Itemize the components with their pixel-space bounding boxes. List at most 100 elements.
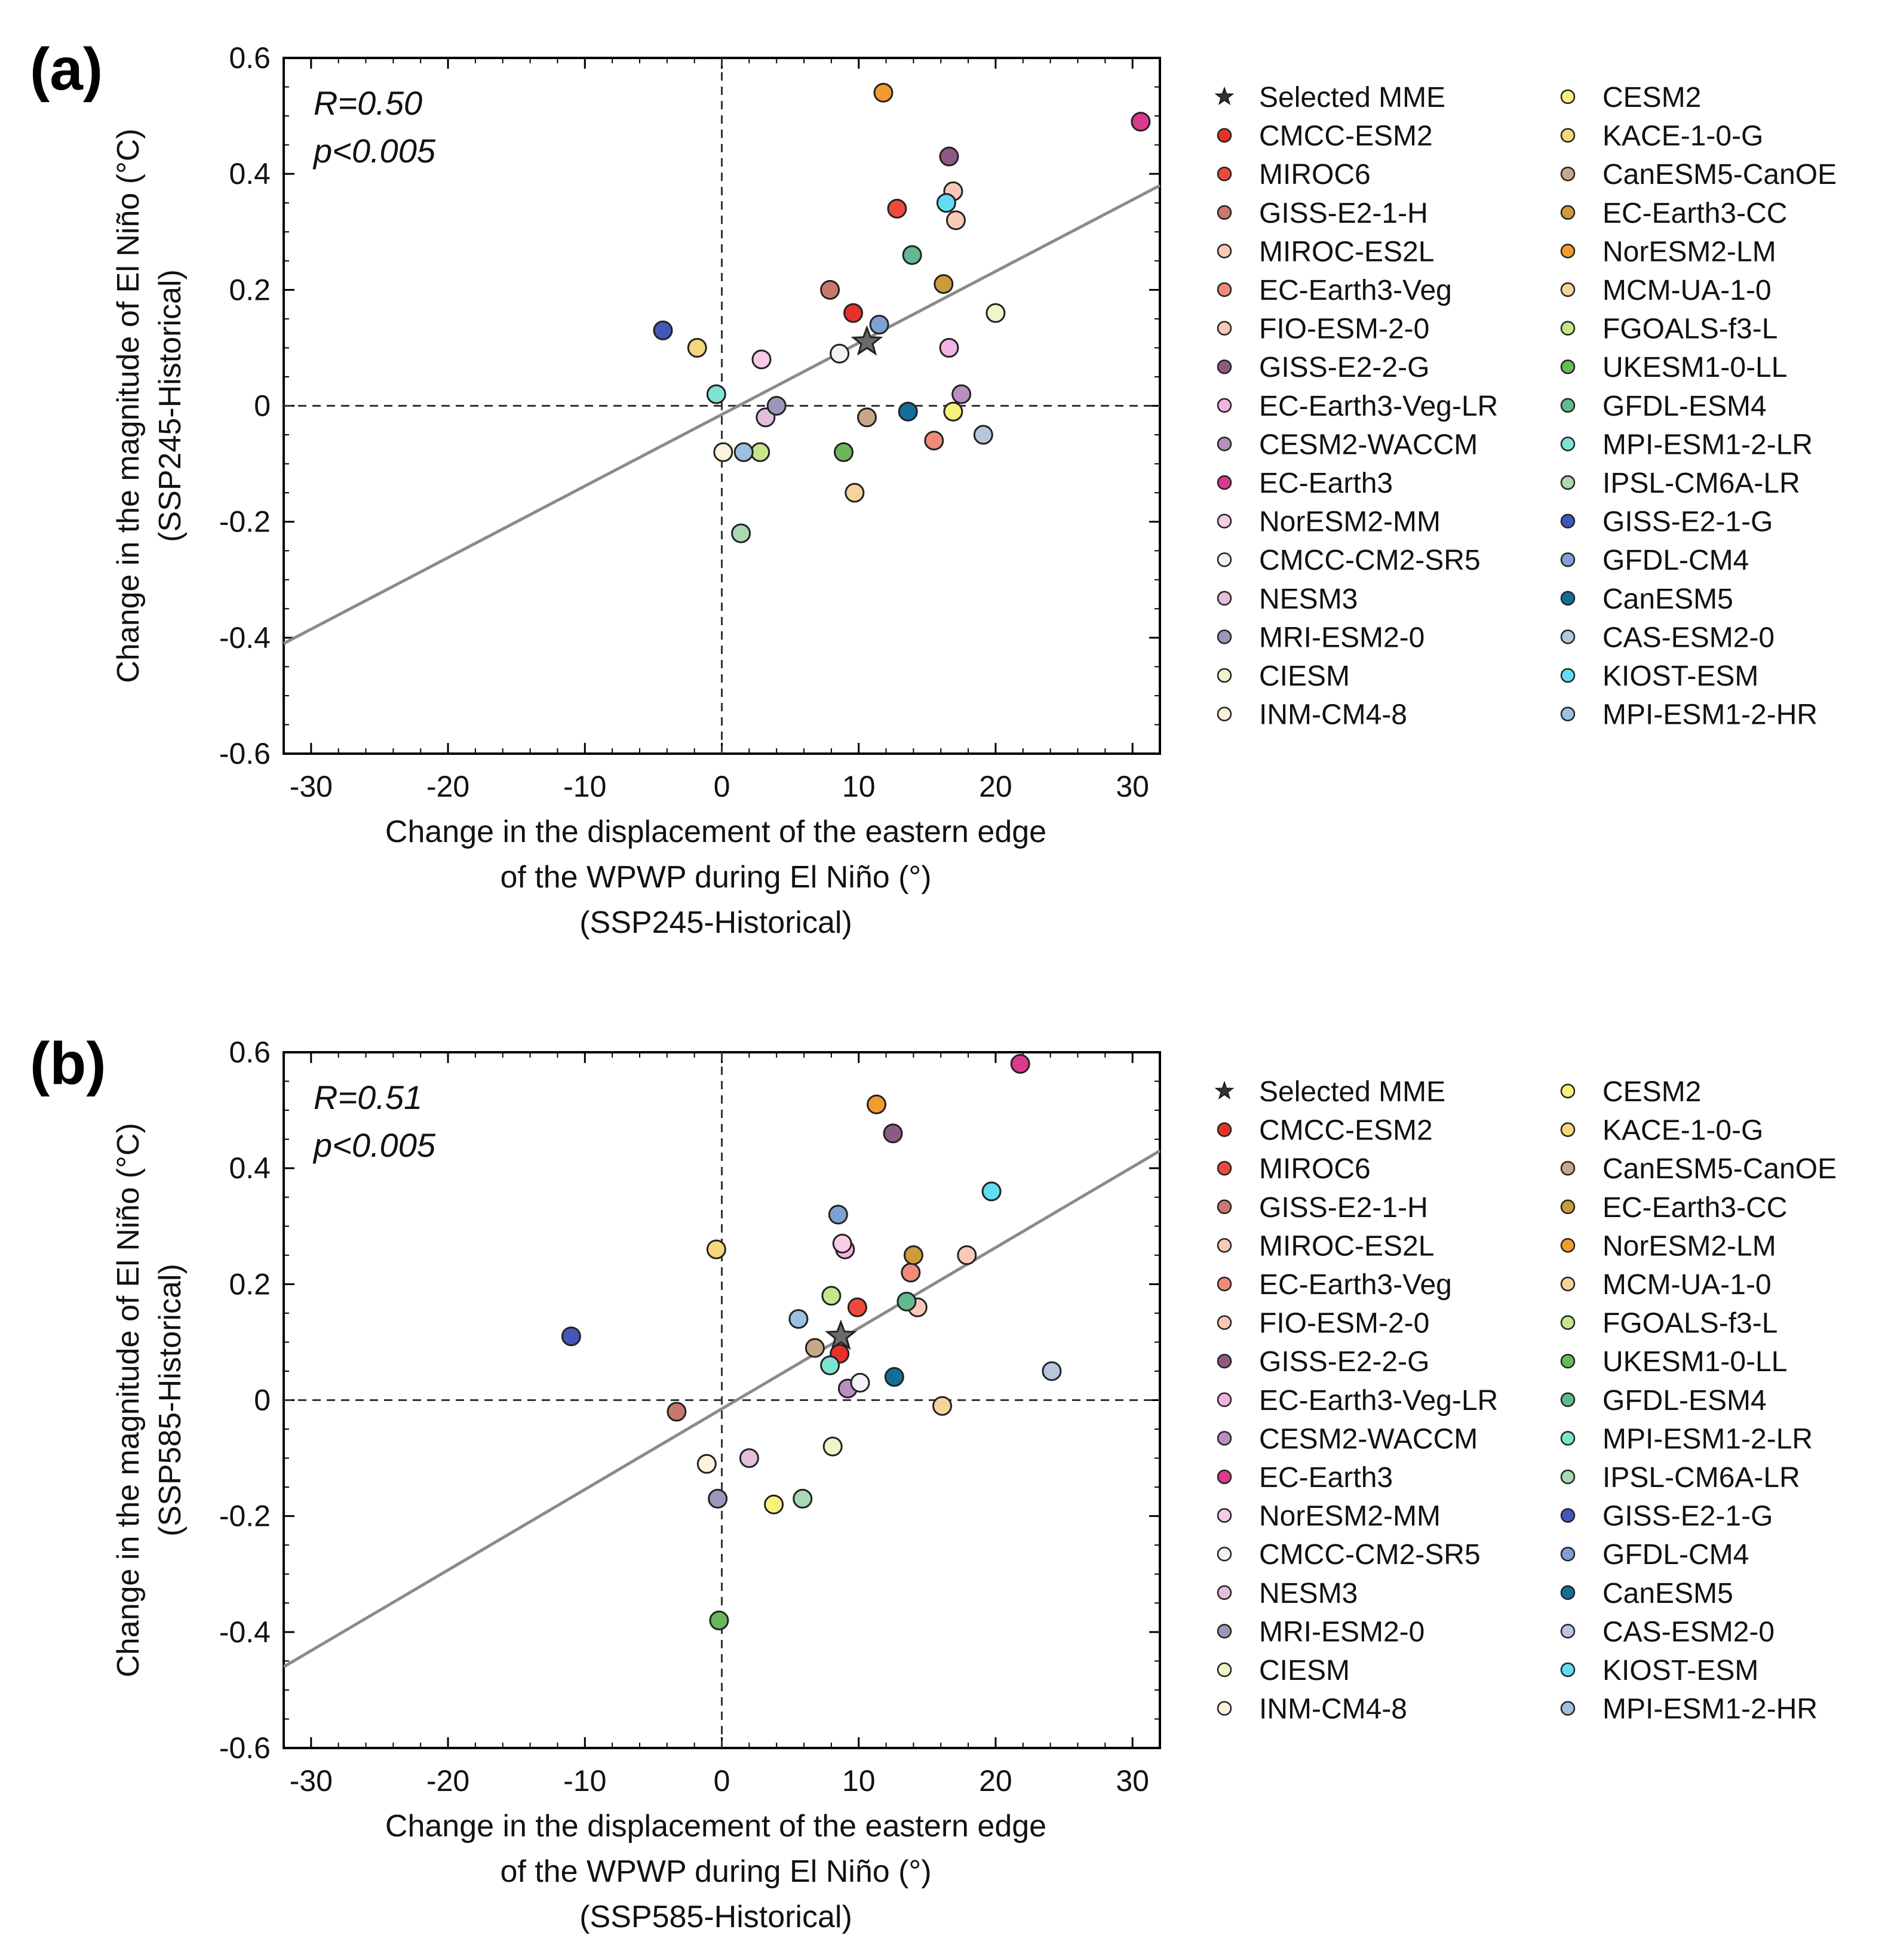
legend-marker <box>1560 1199 1576 1215</box>
data-point-giss-e2-1-g <box>653 320 673 340</box>
y-tick-label: -0.4 <box>219 621 271 655</box>
legend-marker-star <box>1214 1080 1235 1099</box>
legend-label: EC-Earth3-Veg-LR <box>1259 391 1498 422</box>
data-point-ec-earth3 <box>1010 1053 1030 1074</box>
legend-marker <box>1217 1353 1232 1369</box>
data-point-miroc6 <box>847 1297 867 1317</box>
legend-marker <box>1560 668 1576 683</box>
legend-label: UKESM1-0-LL <box>1602 352 1787 383</box>
data-point-mri-esm2-0 <box>766 396 787 416</box>
legend-label: NESM3 <box>1259 1578 1358 1609</box>
regression-line <box>283 1149 1161 1669</box>
data-point-noresm2-lm <box>873 82 894 103</box>
data-point-cesm2 <box>764 1494 784 1514</box>
y-tick-label: 0.6 <box>229 1036 271 1069</box>
legend-marker-star <box>1214 86 1235 105</box>
legend: Selected MME CMCC-ESM2 MIROC6 GISS-E2-1-H MI… <box>1214 82 1837 731</box>
legend-label: MIROC6 <box>1259 1153 1371 1185</box>
data-point-kiost-esm <box>936 193 956 213</box>
legend-marker <box>1560 475 1576 490</box>
data-point-ukesm1-0-ll <box>709 1610 729 1630</box>
data-point-miroc-es2l <box>945 210 966 231</box>
legend-label: MPI-ESM1-2-HR <box>1602 699 1817 731</box>
legend-marker <box>1217 128 1232 143</box>
data-point-mpi-esm1-2-hr <box>733 442 754 462</box>
legend-marker <box>1560 244 1576 259</box>
panel-label: (a) <box>30 36 103 103</box>
legend-marker <box>1560 1624 1576 1639</box>
legend-label: NESM3 <box>1259 583 1358 615</box>
legend-label: GISS-E2-2-G <box>1259 1346 1429 1378</box>
y-tick-label: -0.2 <box>219 1500 271 1533</box>
data-point-cmcc-cm2-sr5 <box>830 343 850 364</box>
x-tick-label: -30 <box>290 1764 333 1798</box>
data-point-cesm2 <box>943 401 963 422</box>
legend-marker <box>1217 1276 1232 1292</box>
legend-label: NorESM2-MM <box>1259 1501 1441 1532</box>
data-point-ec-earth3 <box>1131 112 1151 132</box>
legend-marker <box>1217 514 1232 529</box>
legend-marker <box>1560 359 1576 374</box>
legend-label: EC-Earth3 <box>1259 1462 1393 1494</box>
data-point-ciesm <box>985 303 1006 323</box>
legend-marker <box>1560 437 1576 451</box>
legend-label: EC-Earth3-CC <box>1602 1192 1787 1224</box>
legend-marker <box>1560 1469 1576 1485</box>
legend-marker <box>1560 1083 1576 1099</box>
data-point-cmcc-esm2 <box>843 303 864 323</box>
legend-label: GISS-E2-2-G <box>1259 352 1429 383</box>
legend-marker <box>1217 398 1232 413</box>
data-point-inm-cm4-8 <box>696 1454 717 1474</box>
data-point-mcm-ua-1-0 <box>932 1396 953 1416</box>
legend-label: EC-Earth3-Veg-LR <box>1259 1385 1498 1417</box>
data-point-kiost-esm <box>981 1181 1002 1202</box>
legend-label: CanESM5 <box>1602 583 1733 615</box>
legend-label: Selected MME <box>1259 82 1445 113</box>
x-tick-label: -20 <box>426 770 469 803</box>
legend-label: GFDL-CM4 <box>1602 1539 1749 1571</box>
legend-label: CIESM <box>1259 1655 1350 1686</box>
data-point-cas-esm2-0 <box>973 425 993 445</box>
legend-marker <box>1217 359 1232 374</box>
legend-label: NorESM2-LM <box>1602 236 1776 268</box>
data-point-giss-e2-2-g <box>883 1123 903 1144</box>
y-tick-label: 0.2 <box>229 1267 271 1301</box>
legend-label: FGOALS-f3-L <box>1602 1308 1777 1340</box>
y-tick-label: -0.4 <box>219 1615 271 1649</box>
x-axis-title-line: Change in the displacement of the easter… <box>385 815 1046 849</box>
legend-marker <box>1217 668 1232 683</box>
data-point-mcm-ua-1-0 <box>845 483 865 503</box>
x-tick-label: 0 <box>714 770 730 803</box>
x-axis-title-line: (SSP585-Historical) <box>579 1900 852 1934</box>
legend-marker <box>1217 475 1232 490</box>
legend-marker <box>1217 244 1232 259</box>
x-axis-title-line: of the WPWP during El Niño (°) <box>500 860 931 895</box>
x-tick-label: 30 <box>1116 770 1149 803</box>
data-point-cmcc-cm2-sr5 <box>850 1372 870 1393</box>
data-point-canesm5-canoe <box>856 407 877 428</box>
legend-marker <box>1560 1585 1576 1600</box>
stat-r: R=0.50 <box>314 84 422 122</box>
legend-label: FIO-ESM-2-0 <box>1259 1308 1429 1340</box>
legend-marker <box>1560 128 1576 143</box>
data-point-gfdl-esm4 <box>902 245 922 265</box>
legend-label: CIESM <box>1259 660 1350 692</box>
legend-marker <box>1217 1662 1232 1678</box>
legend-marker <box>1560 706 1576 721</box>
legend-marker <box>1217 1546 1232 1562</box>
legend: Selected MME CMCC-ESM2 MIROC6 GISS-E2-1-H MI… <box>1214 1076 1837 1725</box>
legend-label: GFDL-ESM4 <box>1602 391 1767 422</box>
data-point-cas-esm2-0 <box>1042 1361 1062 1381</box>
data-point-kace-1-0-g <box>706 1239 726 1259</box>
legend-label: GISS-E2-1-H <box>1259 198 1428 229</box>
legend-marker <box>1560 591 1576 606</box>
data-point-gfdl-cm4 <box>869 315 889 335</box>
legend-label: CMCC-CM2-SR5 <box>1259 1539 1481 1571</box>
y-tick-label: -0.2 <box>219 505 271 539</box>
mme-star-point <box>851 325 883 356</box>
legend-marker <box>1217 706 1232 721</box>
data-point-ec-earth3-veg-lr <box>939 337 959 358</box>
legend-marker <box>1217 1392 1232 1408</box>
data-point-mpi-esm1-2-lr <box>706 384 726 404</box>
y-axis-title-line: (SSP585-Historical) <box>153 1264 188 1537</box>
